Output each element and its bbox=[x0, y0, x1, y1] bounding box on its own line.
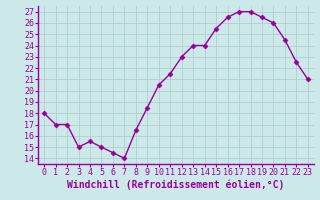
X-axis label: Windchill (Refroidissement éolien,°C): Windchill (Refroidissement éolien,°C) bbox=[67, 180, 285, 190]
